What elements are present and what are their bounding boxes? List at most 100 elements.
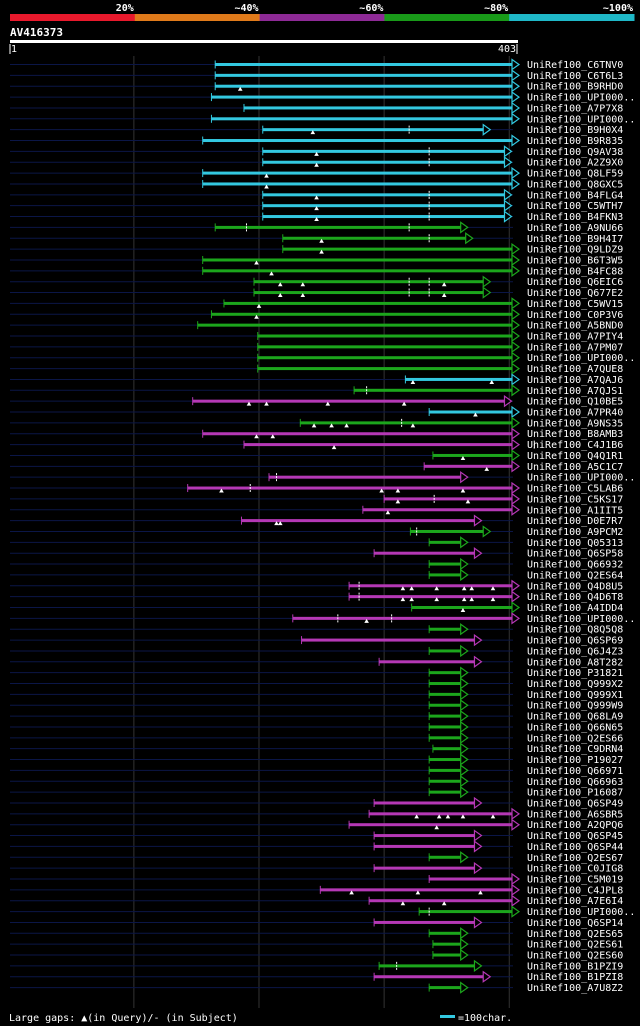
hit-bar xyxy=(374,866,476,870)
hit-bar xyxy=(429,736,462,740)
hit-end-arrow xyxy=(511,405,521,419)
hit-label: UniRef100_Q8Q5Q8 xyxy=(527,625,623,636)
hit-end-arrow xyxy=(460,731,469,744)
hit-bar xyxy=(202,171,514,175)
hit-end-arrow xyxy=(460,927,469,940)
hit-bar xyxy=(432,747,462,751)
hit-row: UniRef100_A9PCM2 xyxy=(10,525,623,538)
hit-bar xyxy=(215,84,513,88)
query-gap-marker xyxy=(490,586,496,591)
hit-bar xyxy=(257,334,513,338)
hit-end-arrow xyxy=(511,58,521,71)
query-gap-marker xyxy=(277,521,283,526)
hit-label: UniRef100_Q4D8U5 xyxy=(527,581,623,592)
hit-bar xyxy=(429,682,462,686)
hit-bar xyxy=(379,660,476,664)
hit-row: UniRef100_Q2ES61 xyxy=(10,937,623,951)
hit-row: UniRef100_A5BND0 xyxy=(10,318,623,332)
query-gap-marker xyxy=(445,814,451,819)
hit-label: UniRef100_Q999X2 xyxy=(527,679,623,690)
hit-bar xyxy=(202,432,514,436)
hit-bar xyxy=(429,931,462,935)
hit-label: UniRef100_Q10BE5 xyxy=(527,397,623,408)
hit-row: UniRef100_UPI000.. xyxy=(10,351,635,364)
hit-row: UniRef100_B1PZI8 xyxy=(10,970,623,983)
hit-end-arrow xyxy=(511,460,521,473)
hit-row: UniRef100_Q10BE5 xyxy=(10,394,623,408)
hit-end-arrow xyxy=(503,188,513,201)
hit-end-arrow xyxy=(460,742,469,755)
hit-row: UniRef100_P16087 xyxy=(10,785,623,799)
hit-row: UniRef100_Q2ES60 xyxy=(10,948,623,962)
hit-label: UniRef100_A7PR40 xyxy=(527,408,623,419)
hit-label: UniRef100_A1IIT5 xyxy=(527,505,623,516)
hit-row: UniRef100_C9DRN4 xyxy=(10,742,623,755)
hit-end-arrow xyxy=(511,90,521,104)
hit-label: UniRef100_Q999X1 xyxy=(527,690,623,701)
query-gap-marker xyxy=(314,162,319,167)
query-gap-marker xyxy=(319,249,324,254)
hit-row: UniRef100_Q6EIC6 xyxy=(10,275,623,288)
hit-label: UniRef100_A6SBR5 xyxy=(527,809,623,820)
hit-row: UniRef100_A6SBR5 xyxy=(10,807,623,820)
hit-row: UniRef100_Q68LA9 xyxy=(10,709,623,723)
hit-row: UniRef100_C4J1B6 xyxy=(10,438,623,451)
hit-end-arrow xyxy=(503,145,513,158)
hit-bar xyxy=(253,280,485,284)
hit-row: UniRef100_A7PM07 xyxy=(10,340,623,353)
query-gap-marker xyxy=(414,814,419,819)
hit-bar xyxy=(262,193,506,197)
hit-bar xyxy=(349,595,513,599)
hit-label: UniRef100_Q68LA9 xyxy=(527,712,623,723)
hit-bar xyxy=(349,584,513,588)
hit-end-arrow xyxy=(511,438,521,451)
hit-end-arrow xyxy=(460,981,469,994)
query-gap-marker xyxy=(490,597,496,602)
hit-row: UniRef100_C5WV15 xyxy=(10,297,623,310)
hit-row: UniRef100_B9H0X4 xyxy=(10,123,623,136)
hit-row: UniRef100_Q66N65 xyxy=(10,720,623,733)
query-bar xyxy=(10,40,518,43)
query-gap-marker xyxy=(254,434,259,439)
query-gap-marker xyxy=(400,597,406,602)
hit-end-arrow xyxy=(511,80,521,93)
hit-end-arrow xyxy=(511,503,521,516)
hit-end-arrow xyxy=(460,851,469,864)
hit-bar xyxy=(187,486,513,490)
hit-row: UniRef100_C5WTH7 xyxy=(10,199,623,212)
hit-bar xyxy=(243,443,513,447)
hit-label: UniRef100_B4FC88 xyxy=(527,266,623,277)
hit-bar xyxy=(202,269,514,273)
hit-row: UniRef100_Q66963 xyxy=(10,775,623,788)
hit-end-arrow xyxy=(511,318,521,332)
hit-end-arrow xyxy=(473,796,483,810)
query-gap-marker xyxy=(409,586,414,591)
hit-end-arrow xyxy=(511,69,521,82)
hit-end-arrow xyxy=(511,351,521,364)
hit-end-arrow xyxy=(511,242,521,256)
hit-end-arrow xyxy=(460,764,469,777)
query-gap-marker xyxy=(246,401,252,406)
hit-end-arrow xyxy=(473,840,483,853)
hit-label: UniRef100_Q9AV38 xyxy=(527,147,623,158)
hit-row: UniRef100_B1PZI9 xyxy=(10,959,623,972)
hit-bar xyxy=(429,790,462,794)
hit-label: UniRef100_Q2ES61 xyxy=(527,940,623,951)
hit-bar xyxy=(429,779,462,783)
hit-end-arrow xyxy=(503,210,513,223)
hit-end-arrow xyxy=(460,557,469,571)
query-gap-marker xyxy=(264,173,269,178)
query-gap-marker xyxy=(434,597,439,602)
hit-label: UniRef100_Q8LF59 xyxy=(527,169,623,180)
hit-bar xyxy=(374,975,485,979)
hit-label: UniRef100_C5WTH7 xyxy=(527,201,623,212)
scale-label-0: 20% xyxy=(116,3,134,14)
hit-row: UniRef100_B6T3W5 xyxy=(10,253,623,266)
hit-bar xyxy=(257,367,513,371)
query-gap-marker xyxy=(409,597,414,602)
hit-row: UniRef100_A7QUE8 xyxy=(10,362,623,375)
hit-label: UniRef100_A7E6I4 xyxy=(527,896,623,907)
hit-end-arrow xyxy=(473,655,483,668)
hit-end-arrow xyxy=(511,373,521,386)
